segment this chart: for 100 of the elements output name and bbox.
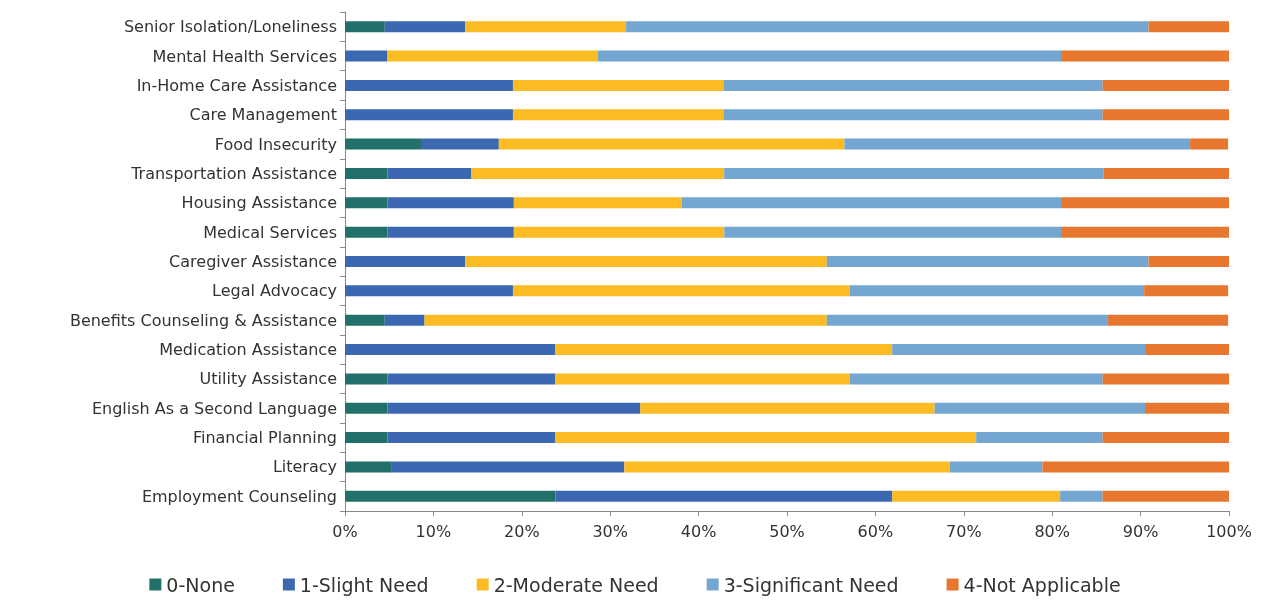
legend-label: 1-Slight Need	[299, 573, 429, 596]
bar	[513, 226, 725, 238]
y-tick-label: Literacy	[272, 457, 337, 477]
y-tick-label: In-Home Care Assistance	[136, 75, 337, 95]
bar	[345, 21, 385, 33]
bar	[498, 138, 845, 150]
bar	[723, 79, 1103, 91]
bar	[387, 167, 472, 179]
bar	[387, 402, 641, 414]
bar	[387, 197, 514, 209]
bar	[1061, 226, 1229, 238]
bar	[949, 461, 1043, 473]
bar	[1061, 197, 1229, 209]
bar	[387, 50, 598, 62]
y-tick-label: Medical Services	[203, 222, 337, 242]
bar	[1102, 432, 1229, 444]
bar	[345, 109, 513, 121]
bar	[624, 461, 950, 473]
bar	[1102, 79, 1229, 91]
bar	[555, 373, 850, 385]
y-tick-label: Utility Assistance	[199, 369, 337, 389]
bar	[1144, 285, 1229, 297]
x-tick-label: 30%	[592, 521, 628, 541]
bar	[844, 138, 1191, 150]
bar	[826, 314, 1108, 326]
y-tick-label: Transportation Assistance	[130, 163, 337, 183]
bar	[387, 373, 556, 385]
bar	[345, 285, 513, 297]
bar	[1145, 344, 1229, 356]
bar	[384, 21, 466, 33]
bar	[1103, 167, 1229, 179]
bar	[345, 167, 388, 179]
legend-label: 2-Moderate Need	[493, 573, 659, 596]
x-tick-label: 10%	[415, 521, 452, 541]
bar	[555, 490, 893, 502]
bar	[849, 285, 1145, 297]
bar	[345, 50, 388, 62]
x-tick-label: 80%	[1034, 521, 1070, 541]
bar	[1042, 461, 1229, 473]
bar	[465, 21, 627, 33]
bar	[345, 226, 388, 238]
bar	[1060, 490, 1103, 502]
bar	[934, 402, 1146, 414]
bar	[345, 432, 388, 444]
legend-label: 3-Significant Need	[723, 573, 899, 596]
bar	[512, 109, 724, 121]
y-tick-label: Caregiver Assistance	[169, 252, 337, 271]
x-tick-label: 100%	[1206, 521, 1252, 541]
bar	[345, 197, 388, 209]
bar	[681, 197, 1062, 209]
y-tick-label: Mental Health Services	[152, 46, 337, 66]
y-tick-label: Care Management	[189, 105, 337, 125]
bar	[976, 432, 1103, 444]
bar	[471, 167, 725, 179]
y-tick-label: Food Insecurity	[214, 134, 337, 154]
bar	[892, 344, 1146, 356]
bar	[1190, 138, 1229, 150]
bar	[345, 138, 422, 150]
legend-label: 4-Not Applicable	[963, 573, 1121, 596]
bar	[465, 256, 827, 267]
bar	[421, 138, 499, 150]
bar	[626, 21, 1149, 33]
bar	[1148, 256, 1229, 267]
y-tick-label: Legal Advocacy	[212, 281, 337, 301]
y-tick-label: English As a Second Language	[91, 398, 337, 418]
y-tick-label: Housing Assistance	[181, 193, 337, 213]
bar	[1102, 490, 1229, 502]
bar	[387, 226, 514, 238]
bar	[1107, 314, 1229, 326]
bar	[512, 79, 724, 91]
x-tick-label: 40%	[680, 521, 717, 541]
y-tick-label: Financial Planning	[192, 428, 337, 448]
bar	[1061, 50, 1229, 62]
bar	[1145, 402, 1229, 414]
bar	[724, 226, 1062, 238]
bar	[892, 490, 1061, 502]
x-tick-label: 90%	[1122, 521, 1159, 541]
x-tick-label: 60%	[857, 521, 894, 541]
bar	[597, 50, 1062, 62]
bar	[1102, 373, 1229, 385]
bar	[724, 167, 1104, 179]
bar	[345, 314, 385, 326]
x-tick-label: 20%	[504, 521, 540, 541]
legend-label: 0-None	[166, 573, 235, 596]
bar	[513, 197, 682, 209]
bar	[345, 490, 556, 502]
bar	[723, 109, 1103, 121]
bar	[826, 256, 1149, 267]
bar	[555, 344, 893, 356]
bar	[391, 461, 625, 473]
x-tick-label: 50%	[769, 521, 805, 541]
bar	[345, 373, 388, 385]
x-tick-label: 70%	[946, 521, 982, 541]
bar	[387, 432, 556, 444]
bar	[384, 314, 425, 326]
bar	[640, 402, 935, 414]
bar	[345, 461, 392, 473]
x-tick-label: 0%	[332, 521, 358, 541]
bar	[345, 256, 466, 267]
bar	[345, 402, 388, 414]
